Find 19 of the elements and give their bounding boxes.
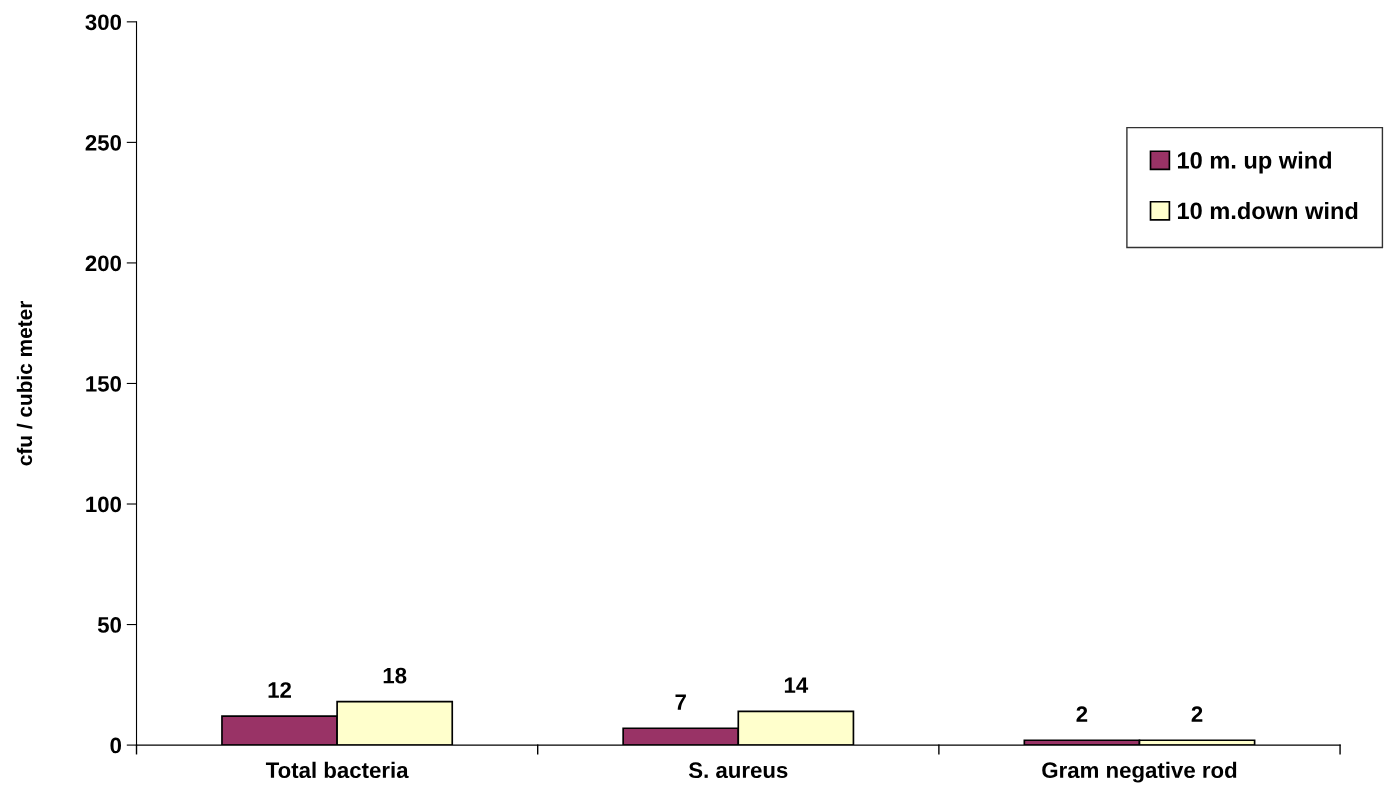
y-tick-label: 0: [110, 737, 122, 754]
data-label: 2: [1076, 706, 1088, 722]
x-tick-label: Gram negative rod: [1042, 761, 1237, 783]
y-tick-label: 200: [85, 255, 122, 272]
x-tick-label: S. aureus: [688, 762, 788, 779]
y-tick-label: 300: [85, 14, 122, 31]
x-tick-label: Total bacteria: [265, 761, 409, 779]
y-tick-label: 50: [97, 617, 122, 633]
data-label: 2: [1191, 706, 1203, 722]
data-label: 12: [268, 682, 292, 698]
data-label: 7: [675, 694, 686, 710]
y-tick-label: 100: [86, 496, 122, 513]
data-label: 14: [784, 677, 809, 693]
legend-label: 10 m.down wind: [1177, 201, 1358, 220]
y-tick-label: 150: [86, 376, 122, 392]
legend-label: 10 m. up wind: [1177, 151, 1332, 174]
data-label: 18: [383, 667, 407, 684]
y-tick-label: 250: [85, 134, 122, 151]
y-axis-title: cfu / cubic meter: [16, 301, 33, 466]
